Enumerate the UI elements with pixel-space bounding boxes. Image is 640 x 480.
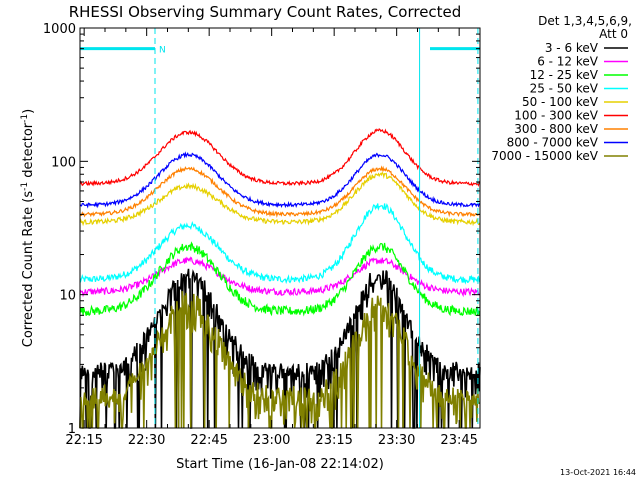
series-line-300-800kev <box>79 165 481 218</box>
y-tick-label: 1 <box>68 422 76 437</box>
series-line-50-100kev <box>79 171 481 227</box>
x-tick-label: 23:15 <box>315 433 352 448</box>
legend-entry-label: 12 - 25 keV <box>530 68 599 82</box>
legend-entry-label: 3 - 6 keV <box>545 41 599 55</box>
x-tick-label: 22:45 <box>190 433 227 448</box>
y-axis-label-end: ) <box>21 109 36 114</box>
legend-entry-label: 6 - 12 keV <box>537 55 599 69</box>
legend-entry-label: 25 - 50 keV <box>530 82 599 96</box>
x-tick-label: 23:30 <box>378 433 415 448</box>
y-axis-label: Corrected Count Rate (s-1 detector-1) <box>20 109 36 347</box>
y-axis-label-sup1: -1 <box>20 182 30 191</box>
x-axis-label: Start Time (16-Jan-08 22:14:02) <box>176 457 384 472</box>
legend-entry-label: 300 - 800 keV <box>514 122 598 136</box>
y-tick-label: 10 <box>59 289 76 304</box>
footer-date: 13-Oct-2021 16:44 <box>560 468 636 477</box>
y-axis-label-mid: detector <box>21 122 36 182</box>
series-line-25-50kev <box>79 203 481 285</box>
plot-frame <box>79 27 481 429</box>
x-tick-label: 23:00 <box>253 433 290 448</box>
chart-title: RHESSI Observing Summary Count Rates, Co… <box>69 3 462 21</box>
x-tick-label: 23:45 <box>440 433 477 448</box>
x-tick-label: 22:30 <box>128 433 165 448</box>
x-axis: 22:15 22:30 22:45 23:00 23:15 23:30 23:45 <box>65 28 481 448</box>
x-tick-label: 22:15 <box>65 433 102 448</box>
y-axis: 1 10 100 1000 <box>43 22 480 437</box>
y-tick-label: 1000 <box>43 22 76 37</box>
series-line-12-25kev <box>79 241 481 317</box>
legend-entry-label: 50 - 100 keV <box>522 95 599 109</box>
series-line-7000-15000kev <box>79 291 481 429</box>
y-axis-label-sup2: -1 <box>20 114 30 123</box>
legend-entry-label: 7000 - 15000 keV <box>491 149 598 163</box>
legend-entry-label: 800 - 7000 keV <box>507 136 599 150</box>
legend-header-line2: Att 0 <box>599 27 628 41</box>
series-line-800-7000kev <box>79 151 481 209</box>
flag-label-0: N <box>159 46 166 56</box>
legend-entry-label: 100 - 300 keV <box>514 109 598 123</box>
y-axis-label-main: Corrected Count Rate (s <box>21 191 36 348</box>
y-tick-label: 100 <box>51 155 76 170</box>
series-line-100-300kev <box>79 128 481 187</box>
series-line-6-12kev <box>79 256 481 298</box>
legend-header-line1: Det 1,3,4,5,6,9, <box>538 14 632 28</box>
